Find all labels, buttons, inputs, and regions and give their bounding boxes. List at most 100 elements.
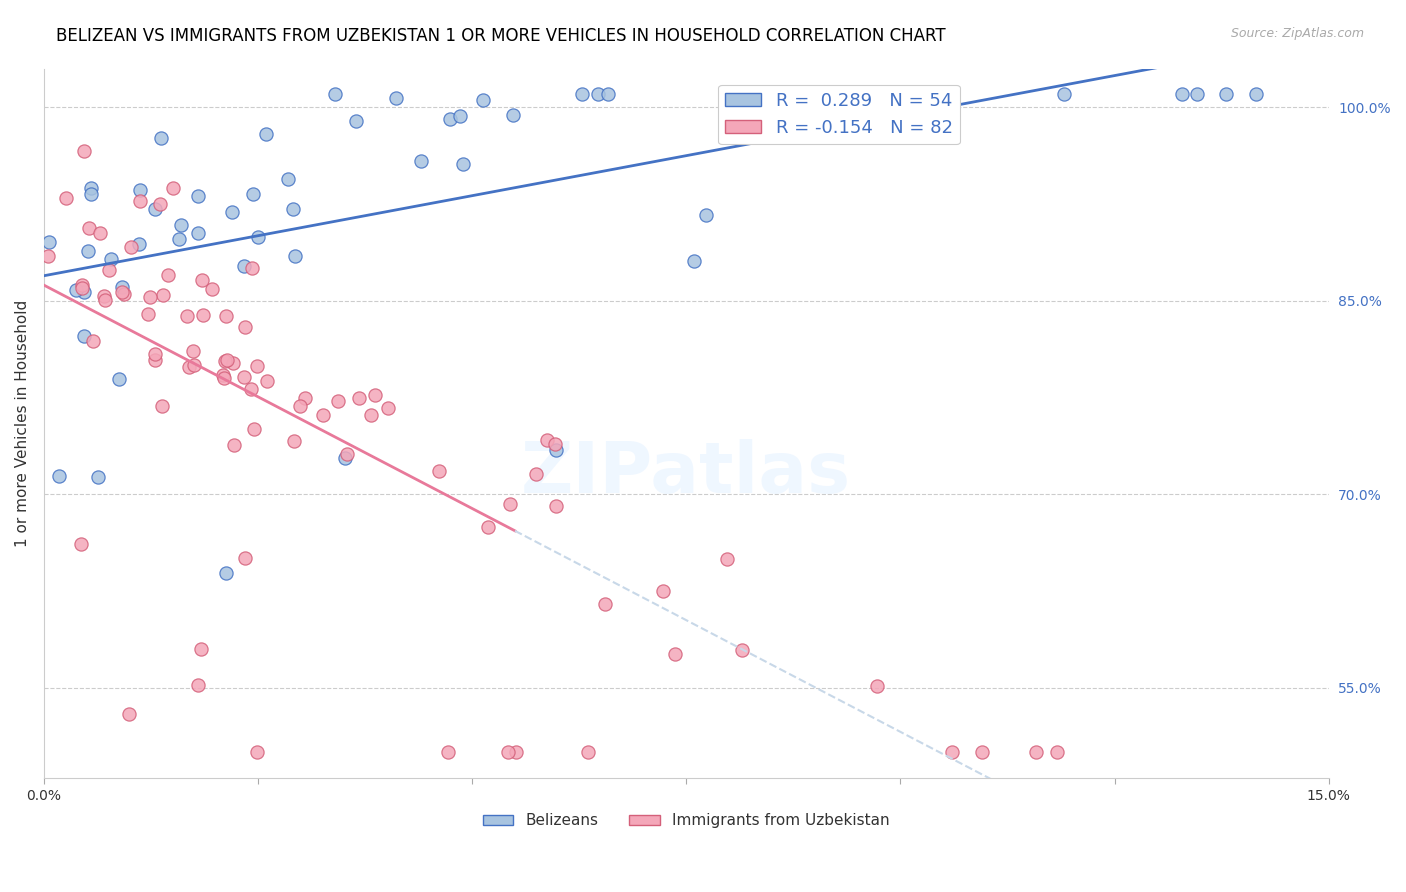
Point	[437, 746, 460, 760]
Point	[150, 399, 173, 413]
Point	[201, 282, 224, 296]
Point	[323, 87, 346, 102]
Point	[1171, 87, 1194, 102]
Point	[1185, 87, 1208, 102]
Point	[233, 320, 256, 334]
Point	[215, 309, 238, 323]
Point	[233, 259, 256, 273]
Point	[138, 290, 160, 304]
Point	[191, 273, 214, 287]
Point	[801, 87, 824, 102]
Point	[181, 344, 204, 359]
Point	[120, 240, 142, 254]
Point	[571, 87, 593, 102]
Point	[243, 422, 266, 436]
Point	[281, 202, 304, 217]
Point	[98, 263, 121, 277]
Point	[502, 108, 524, 122]
Point	[1025, 746, 1047, 760]
Point	[193, 308, 215, 322]
Point	[112, 286, 135, 301]
Point	[77, 244, 100, 258]
Point	[239, 382, 262, 396]
Point	[596, 87, 619, 102]
Point	[246, 359, 269, 373]
Point	[143, 347, 166, 361]
Point	[93, 289, 115, 303]
Point	[526, 467, 548, 481]
Point	[427, 464, 450, 478]
Point	[143, 202, 166, 217]
Point	[360, 408, 382, 422]
Point	[215, 566, 238, 581]
Point	[111, 285, 134, 299]
Point	[283, 434, 305, 449]
Text: Source: ZipAtlas.com: Source: ZipAtlas.com	[1230, 27, 1364, 40]
Point	[187, 226, 209, 240]
Point	[256, 127, 278, 141]
Point	[336, 447, 359, 461]
Point	[176, 309, 198, 323]
Point	[344, 113, 367, 128]
Point	[385, 90, 408, 104]
Point	[695, 208, 717, 222]
Y-axis label: 1 or more Vehicles in Household: 1 or more Vehicles in Household	[15, 300, 30, 547]
Point	[449, 109, 471, 123]
Point	[214, 353, 236, 368]
Point	[941, 746, 963, 760]
Point	[284, 249, 307, 263]
Point	[70, 537, 93, 551]
Point	[129, 183, 152, 197]
Point	[190, 641, 212, 656]
Point	[73, 145, 96, 159]
Point	[212, 371, 235, 385]
Point	[73, 285, 96, 299]
Point	[593, 597, 616, 611]
Point	[409, 154, 432, 169]
Point	[294, 391, 316, 405]
Point	[1053, 87, 1076, 102]
Point	[312, 408, 335, 422]
Point	[55, 191, 77, 205]
Point	[73, 329, 96, 343]
Point	[256, 374, 278, 388]
Point	[505, 746, 527, 760]
Point	[544, 499, 567, 513]
Point	[79, 181, 101, 195]
Point	[246, 746, 269, 760]
Point	[586, 87, 609, 102]
Point	[970, 746, 993, 760]
Point	[377, 401, 399, 416]
Point	[1215, 87, 1237, 102]
Point	[1045, 746, 1067, 760]
Point	[544, 442, 567, 457]
Point	[439, 112, 461, 126]
Point	[652, 583, 675, 598]
Point	[162, 181, 184, 195]
Point	[683, 254, 706, 268]
Point	[177, 360, 200, 375]
Point	[828, 87, 851, 102]
Text: ZIPatlas: ZIPatlas	[522, 439, 852, 508]
Point	[212, 368, 235, 382]
Point	[129, 194, 152, 209]
Point	[496, 746, 519, 760]
Point	[70, 281, 93, 295]
Point	[187, 678, 209, 692]
Point	[111, 280, 134, 294]
Point	[70, 277, 93, 292]
Point	[242, 187, 264, 202]
Point	[157, 268, 180, 282]
Point	[335, 451, 357, 466]
Point	[128, 237, 150, 252]
Point	[149, 130, 172, 145]
Point	[221, 205, 243, 219]
Point	[451, 156, 474, 170]
Point	[866, 679, 889, 693]
Point	[65, 283, 87, 297]
Point	[277, 171, 299, 186]
Point	[89, 226, 111, 240]
Point	[143, 353, 166, 368]
Point	[170, 218, 193, 232]
Point	[152, 288, 174, 302]
